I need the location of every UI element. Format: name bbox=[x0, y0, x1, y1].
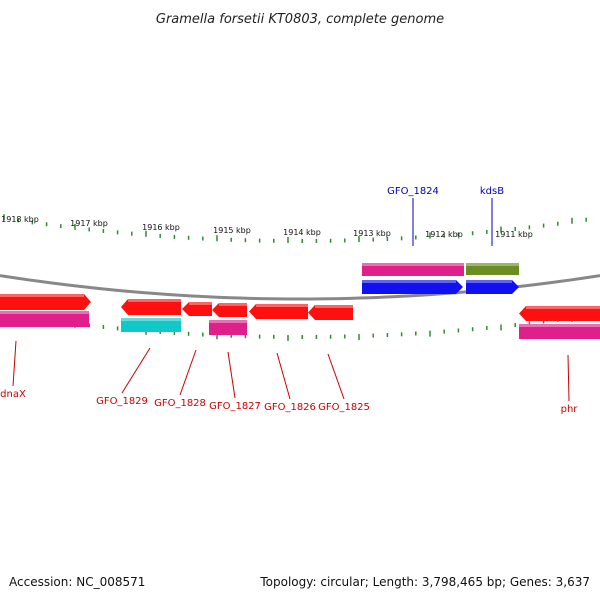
kbp-tick-label: 1914 kbp bbox=[283, 228, 321, 237]
kbp-tick-label: 1917 kbp bbox=[70, 219, 108, 228]
gene-arrow-red-dnax bbox=[0, 294, 91, 310]
gene-arrow-red-highlight bbox=[315, 305, 353, 308]
gene-bar-pink bbox=[362, 263, 464, 276]
kbp-tick-label: 1916 kbp bbox=[142, 223, 180, 232]
genome-title: Gramella forsetii KT0803, complete genom… bbox=[156, 12, 444, 27]
gene-bar-cyan bbox=[121, 318, 181, 332]
gene-bar-olive-highlight bbox=[466, 263, 519, 266]
gene-bar-pink bbox=[519, 324, 600, 339]
gene-leader-line bbox=[276, 352, 291, 400]
gene-arrow-red bbox=[308, 305, 353, 320]
gene-arrow-red-highlight bbox=[256, 304, 308, 307]
gene-arrow-red bbox=[182, 302, 212, 316]
gene-arrow-red-dnax-highlight bbox=[0, 294, 84, 297]
gene-bar-olive bbox=[466, 263, 519, 275]
kbp-tick-label: 1915 kbp bbox=[213, 226, 251, 235]
gene-label[interactable]: phr bbox=[561, 404, 579, 415]
gene-label[interactable]: GFO_1826 bbox=[264, 402, 316, 413]
gene-arrow-blue-highlight bbox=[466, 280, 512, 283]
gene-bar-pink bbox=[0, 311, 89, 327]
gene-leader-line bbox=[12, 340, 17, 387]
kbp-tick-label: 1912 kbp bbox=[425, 230, 463, 239]
gene-label[interactable]: kdsB bbox=[480, 186, 504, 197]
gene-arrow-red bbox=[519, 306, 600, 321]
gene-arrow-blue-highlight bbox=[362, 280, 456, 283]
gene-leader-line bbox=[227, 351, 236, 399]
gene-label[interactable]: dnaX bbox=[0, 389, 26, 400]
gene-arrow-red-highlight bbox=[189, 302, 212, 305]
kbp-tick-label: 1913 kbp bbox=[353, 229, 391, 238]
gene-arrow-blue bbox=[466, 280, 519, 294]
gene-leader-line bbox=[567, 354, 570, 402]
kbp-tick-label: 1911 kbp bbox=[495, 230, 533, 239]
gene-arrow-blue bbox=[362, 280, 463, 294]
gene-bar-pink bbox=[209, 320, 247, 335]
kbp-tick-label: 1918 kbp bbox=[1, 215, 39, 224]
gene-arrow-red bbox=[249, 304, 308, 319]
gene-arrow-red bbox=[212, 303, 247, 317]
gene-label[interactable]: GFO_1829 bbox=[96, 396, 148, 407]
accession-text: Accession: NC_008571 bbox=[9, 575, 145, 589]
gene-label[interactable]: GFO_1825 bbox=[318, 402, 370, 413]
gene-leader-line bbox=[121, 347, 151, 394]
gene-bar-cyan-highlight bbox=[121, 318, 181, 321]
gene-arrow-red-highlight bbox=[526, 306, 600, 309]
gene-bar-pink-highlight bbox=[209, 320, 247, 323]
gene-arrow-red-highlight bbox=[219, 303, 247, 306]
gene-bar-pink-highlight bbox=[362, 263, 464, 266]
gene-leader-line bbox=[179, 349, 197, 396]
gene-bar-pink-highlight bbox=[519, 324, 600, 327]
gene-arrow-red bbox=[121, 299, 181, 315]
gene-label[interactable]: GFO_1828 bbox=[154, 398, 206, 409]
gene-arrow-red-highlight bbox=[128, 299, 181, 302]
gene-bar-pink-highlight bbox=[0, 311, 89, 314]
gene-label[interactable]: GFO_1824 bbox=[387, 186, 439, 197]
genome-summary-text: Topology: circular; Length: 3,798,465 bp… bbox=[259, 575, 590, 589]
gene-leader-line bbox=[327, 353, 345, 400]
gene-label[interactable]: GFO_1827 bbox=[209, 401, 261, 412]
